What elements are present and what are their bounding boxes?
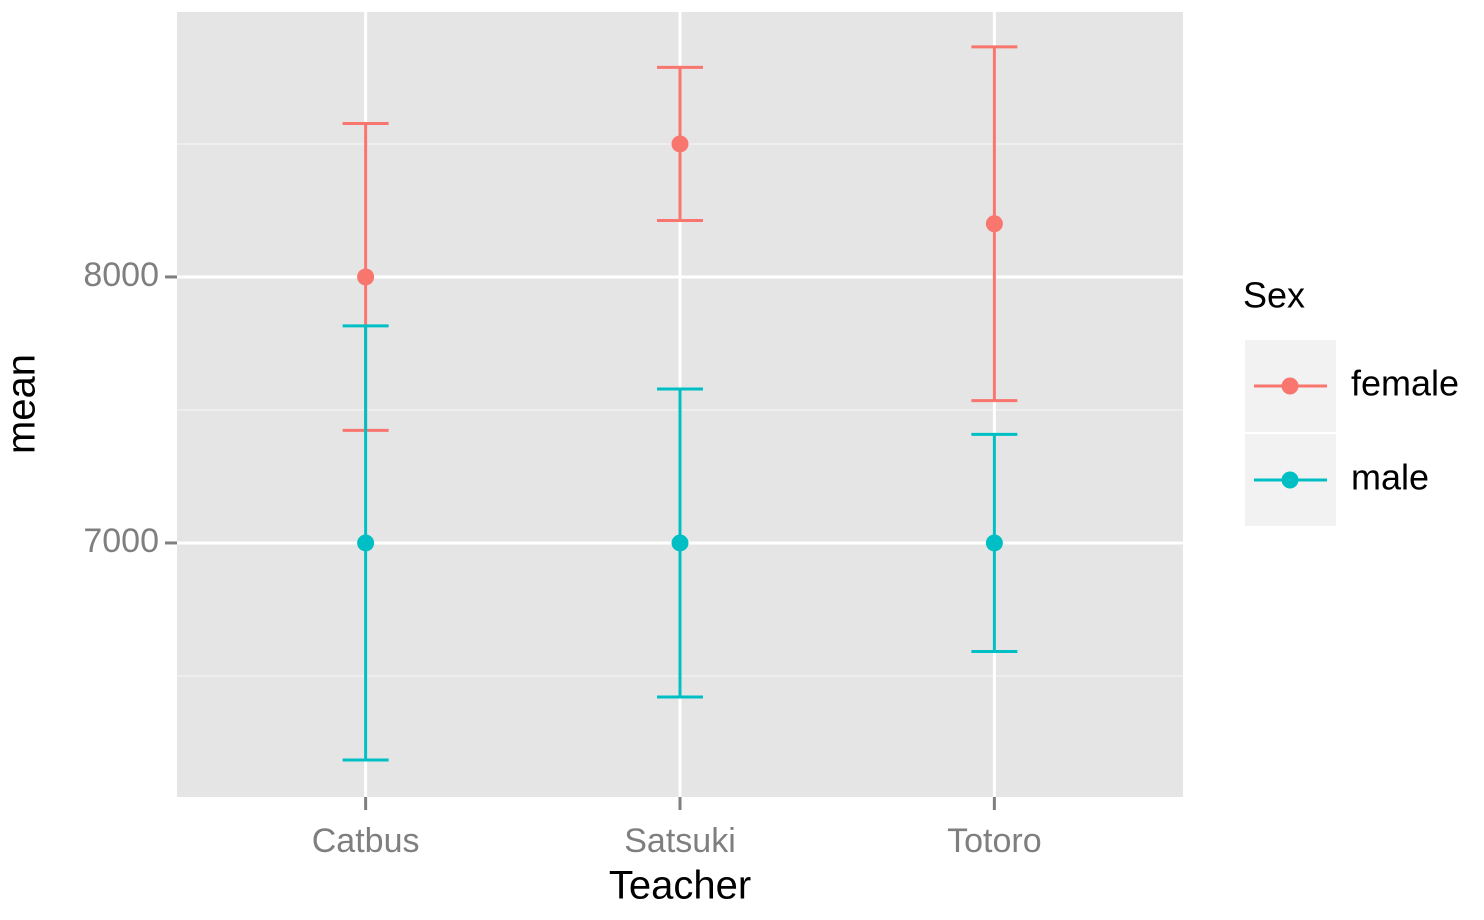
x-tick-label: Catbus [312,822,420,860]
y-axis-title: mean [0,354,44,454]
legend-point [1281,377,1299,395]
y-tick-label: 8000 [83,256,159,294]
point [357,534,375,552]
legend-point [1281,471,1299,489]
point [357,268,375,286]
point [671,135,689,153]
point [671,534,689,552]
x-tick-label: Satsuki [624,822,736,860]
legend-label: female [1351,363,1459,404]
x-axis-title: Teacher [609,864,751,908]
point [985,215,1003,233]
legend-title: Sex [1243,275,1305,316]
x-tick-label: Totoro [947,822,1042,860]
legend-label: male [1351,457,1429,498]
point [985,534,1003,552]
y-tick-label: 7000 [83,522,159,560]
